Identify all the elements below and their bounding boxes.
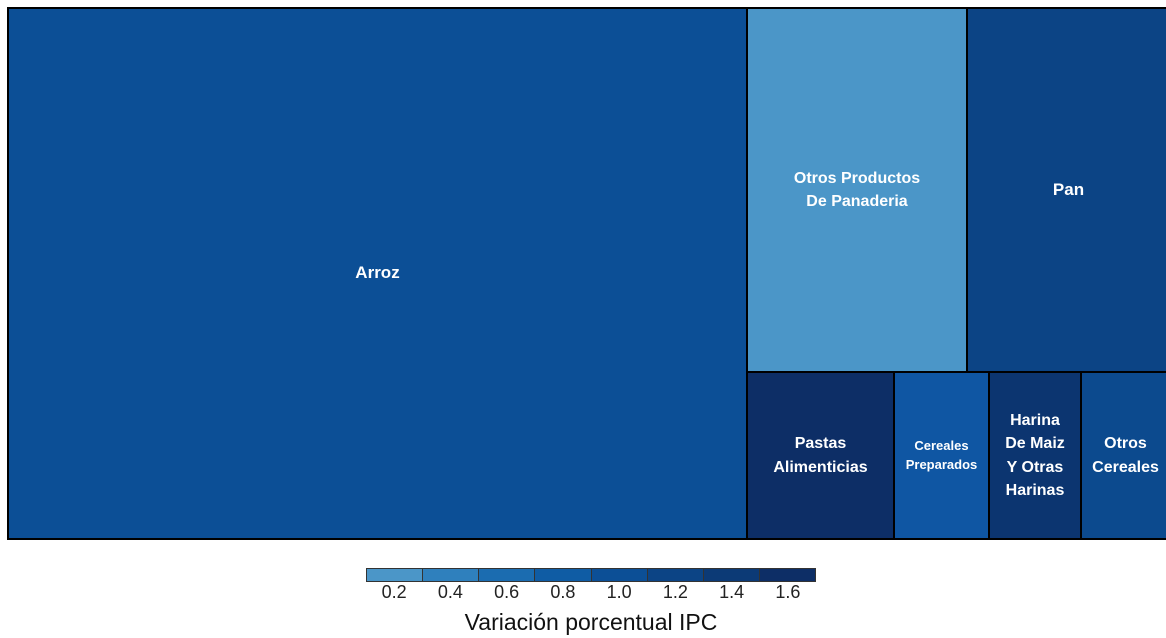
color-legend: 0.2 0.4 0.6 0.8 1.0 1.2 1.4 1.6 xyxy=(366,568,816,602)
legend-swatch xyxy=(647,569,704,581)
tile-otros-productos-de-panaderia: Otros Productos De Panaderia xyxy=(746,7,968,373)
tile-arroz: Arroz xyxy=(7,7,748,540)
tile-label: Otros Productos De Panaderia xyxy=(793,169,921,210)
tile-pan: Pan xyxy=(966,7,1166,373)
tile-cereales-preparados: Cereales Preparados xyxy=(893,371,990,540)
legend-swatch xyxy=(703,569,760,581)
legend-tick: 0.2 xyxy=(381,582,407,602)
legend-tick: 0.6 xyxy=(494,582,520,602)
tile-label: Harina De Maiz Y Otras Harinas xyxy=(1005,412,1065,499)
legend-tick: 1.6 xyxy=(775,582,801,602)
treemap-chart: Arroz Otros Productos De Panaderia Pan Pasta… xyxy=(7,7,1166,540)
legend-swatch xyxy=(367,569,424,581)
legend-swatch xyxy=(535,569,592,581)
tile-label: Pan xyxy=(1052,179,1085,199)
tile-harina-de-maiz: Harina De Maiz Y Otras Harinas xyxy=(988,371,1082,540)
legend-color-bar xyxy=(366,568,816,582)
tile-label: Pastas Alimenticias xyxy=(773,435,868,476)
legend-tick: 1.4 xyxy=(719,582,745,602)
legend-swatch xyxy=(759,569,815,581)
legend-tick: 0.8 xyxy=(550,582,576,602)
tile-label: Otros Cereales xyxy=(1092,435,1159,476)
legend-tick: 0.4 xyxy=(437,582,463,602)
tile-label: Cereales Preparados xyxy=(905,437,978,472)
tile-pastas-alimenticias: Pastas Alimenticias xyxy=(746,371,895,540)
legend-swatch xyxy=(479,569,536,581)
tile-label: Arroz xyxy=(355,263,400,283)
legend-swatch xyxy=(591,569,648,581)
legend-swatch xyxy=(423,569,480,581)
legend-tick: 1.0 xyxy=(606,582,632,602)
legend-title: Variación porcentual IPC xyxy=(464,609,718,635)
tile-otros-cereales: Otros Cereales xyxy=(1080,371,1166,540)
legend-tick-labels: 0.2 0.4 0.6 0.8 1.0 1.2 1.4 1.6 xyxy=(366,582,816,602)
legend-tick: 1.2 xyxy=(662,582,688,602)
